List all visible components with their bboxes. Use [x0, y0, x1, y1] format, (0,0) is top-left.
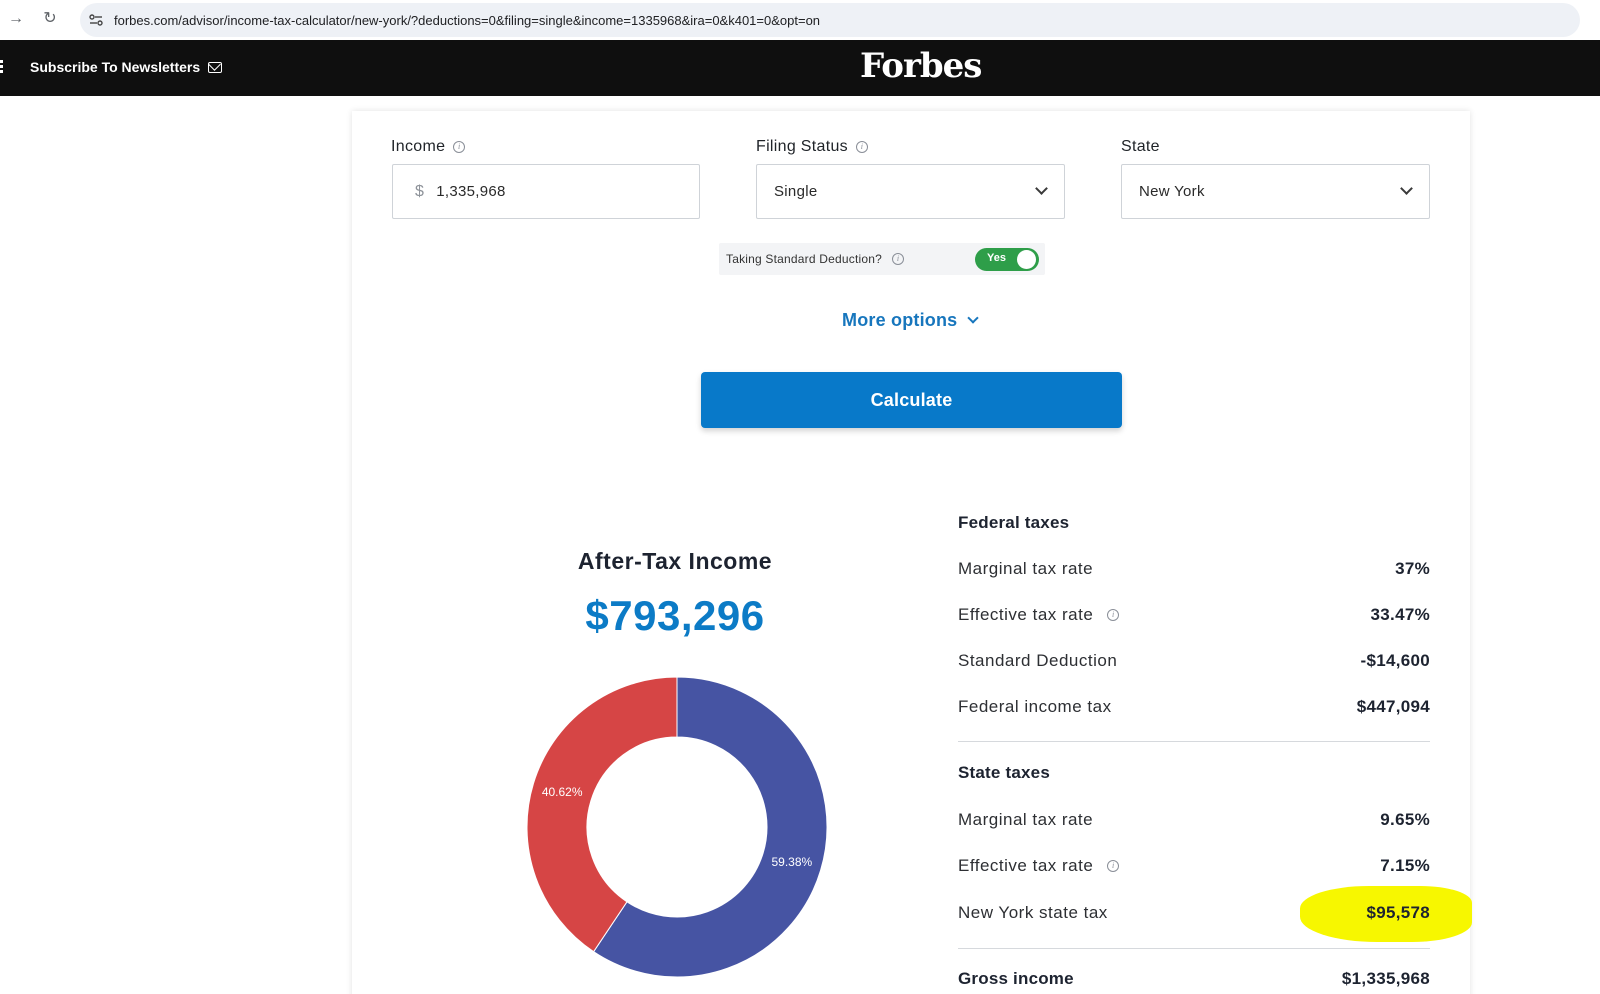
standard-deduction-value: -$14,600 — [1360, 651, 1430, 670]
new-york-state-tax-label: New York state tax — [958, 903, 1108, 922]
state-select[interactable]: New York — [1121, 164, 1430, 219]
divider — [958, 948, 1430, 949]
standard-deduction-label: Taking Standard Deduction? — [726, 252, 882, 266]
after-tax-donut-chart: 59.38% 40.62% — [526, 676, 828, 978]
donut-slice — [526, 676, 678, 953]
after-tax-title: After-Tax Income — [577, 548, 773, 574]
subscribe-label: Subscribe To Newsletters — [30, 59, 201, 75]
new-york-state-tax-value: $95,578 — [1366, 903, 1430, 922]
donut-slice — [592, 676, 828, 978]
filing-status-select[interactable]: Single — [756, 164, 1065, 219]
federal-effective-rate-label: Effective tax rate i — [958, 605, 1120, 625]
federal-marginal-rate-label: Marginal tax rate — [958, 559, 1094, 578]
site-header: Subscribe To Newsletters Forbes — [0, 40, 1600, 96]
federal-income-tax-value: $447,094 — [1356, 697, 1430, 716]
toggle-knob — [1017, 250, 1036, 269]
federal-effective-rate-value: 33.47% — [1370, 605, 1430, 624]
after-tax-amount: $793,296 — [585, 592, 765, 639]
calculate-button[interactable]: Calculate — [701, 372, 1122, 428]
browser-bar: → ↻ forbes.com/advisor/income-tax-calcul… — [0, 0, 1600, 40]
info-icon[interactable]: i — [1107, 860, 1120, 872]
filing-status-label-text: Filing Status — [756, 138, 848, 155]
highlight-marker — [1300, 886, 1472, 942]
divider — [958, 741, 1430, 742]
income-label-text: Income — [391, 138, 446, 155]
chevron-down-icon — [1400, 182, 1413, 195]
federal-taxes-title: Federal taxes — [958, 513, 1070, 532]
reload-icon[interactable]: ↻ — [43, 10, 57, 27]
url-text: forbes.com/advisor/income-tax-calculator… — [114, 12, 821, 28]
standard-deduction-row: Taking Standard Deduction? i Yes — [719, 243, 1045, 275]
income-value: 1,335,968 — [436, 183, 506, 200]
info-icon[interactable]: i — [1107, 609, 1120, 621]
more-options-link[interactable]: More options — [842, 310, 980, 331]
toggle-label: Yes — [987, 252, 1006, 264]
federal-income-tax-label: Federal income tax — [958, 697, 1112, 716]
state-value: New York — [1139, 183, 1205, 200]
currency-symbol: $ — [415, 182, 425, 200]
state-marginal-rate-value: 9.65% — [1380, 810, 1430, 829]
gross-income-label: Gross income — [958, 969, 1074, 988]
income-label: Income i — [391, 138, 466, 156]
more-options-label: More options — [842, 310, 958, 330]
state-taxes-title: State taxes — [958, 763, 1050, 782]
filing-status-value: Single — [774, 183, 818, 200]
chevron-down-icon — [967, 312, 980, 324]
subscribe-newsletters-link[interactable]: Subscribe To Newsletters — [30, 59, 223, 75]
mail-icon — [208, 61, 223, 73]
info-icon[interactable]: i — [855, 141, 868, 153]
address-bar[interactable]: forbes.com/advisor/income-tax-calculator… — [80, 3, 1580, 37]
forward-arrow-icon[interactable]: → — [8, 10, 24, 27]
info-icon[interactable]: i — [453, 141, 466, 153]
state-label-text: State — [1121, 138, 1160, 155]
info-icon[interactable]: i — [891, 253, 904, 265]
federal-marginal-rate-value: 37% — [1395, 559, 1430, 578]
filing-status-label: Filing Status i — [756, 138, 868, 156]
donut-slice-label: 59.38% — [771, 855, 812, 869]
state-label: State — [1121, 138, 1160, 156]
donut-slice-label: 40.62% — [542, 785, 583, 799]
state-marginal-rate-label: Marginal tax rate — [958, 810, 1094, 829]
chevron-down-icon — [1035, 182, 1048, 195]
income-input[interactable]: $ 1,335,968 — [392, 164, 700, 219]
state-effective-rate-label: Effective tax rate i — [958, 856, 1120, 876]
menu-icon[interactable] — [0, 60, 3, 74]
forbes-logo[interactable]: Forbes — [860, 46, 982, 86]
standard-deduction-toggle[interactable]: Yes — [975, 248, 1039, 271]
standard-deduction-label: Standard Deduction — [958, 651, 1118, 670]
site-info-icon[interactable] — [88, 12, 104, 28]
gross-income-value: $1,335,968 — [1341, 969, 1430, 988]
state-effective-rate-value: 7.15% — [1380, 856, 1430, 875]
